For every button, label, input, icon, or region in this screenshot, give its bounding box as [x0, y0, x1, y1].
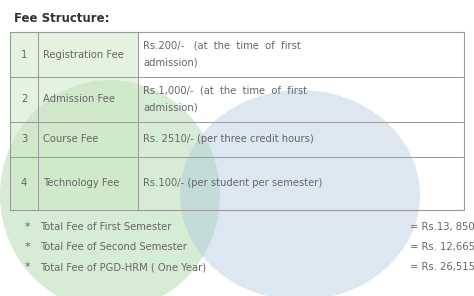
- Text: = Rs. 26,515/-: = Rs. 26,515/-: [410, 262, 474, 272]
- Text: = Rs.13, 850/-: = Rs.13, 850/-: [410, 222, 474, 232]
- Text: Rs.200/-   (at  the  time  of  first: Rs.200/- (at the time of first: [143, 41, 301, 51]
- Ellipse shape: [180, 90, 420, 296]
- Text: = Rs. 12,665/-: = Rs. 12,665/-: [410, 242, 474, 252]
- Bar: [10, 32, 138, 210]
- Text: Technology Fee: Technology Fee: [43, 178, 119, 189]
- Text: *: *: [25, 262, 31, 272]
- Text: *: *: [25, 242, 31, 252]
- Text: Rs. 2510/- (per three credit hours): Rs. 2510/- (per three credit hours): [143, 134, 314, 144]
- Text: 3: 3: [21, 134, 27, 144]
- Text: Admission Fee: Admission Fee: [43, 94, 115, 104]
- Text: 1: 1: [21, 49, 27, 59]
- Text: Rs.1,000/-  (at  the  time  of  first: Rs.1,000/- (at the time of first: [143, 86, 307, 96]
- Text: admission): admission): [143, 58, 198, 67]
- Text: Registration Fee: Registration Fee: [43, 49, 124, 59]
- Text: 4: 4: [21, 178, 27, 189]
- Text: Total Fee of First Semester: Total Fee of First Semester: [40, 222, 172, 232]
- Text: Total Fee of PGD-HRM ( One Year): Total Fee of PGD-HRM ( One Year): [40, 262, 206, 272]
- Bar: [10, 32, 464, 210]
- Text: admission): admission): [143, 103, 198, 112]
- Text: Total Fee of Second Semester: Total Fee of Second Semester: [40, 242, 187, 252]
- Text: Course Fee: Course Fee: [43, 134, 99, 144]
- Ellipse shape: [0, 80, 220, 296]
- Text: 2: 2: [21, 94, 27, 104]
- Text: Fee Structure:: Fee Structure:: [14, 12, 109, 25]
- Text: Rs.100/- (per student per semester): Rs.100/- (per student per semester): [143, 178, 322, 189]
- Text: *: *: [25, 222, 31, 232]
